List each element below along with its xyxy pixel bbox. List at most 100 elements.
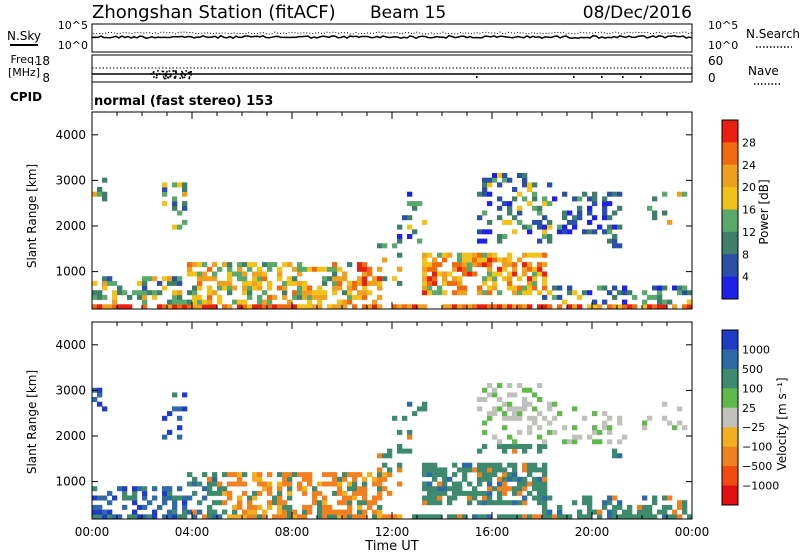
echo-cell (512, 448, 518, 454)
echo-cell (257, 276, 263, 282)
echo-cell (647, 304, 653, 310)
echo-cell (587, 210, 593, 216)
echo-cell (462, 290, 468, 296)
echo-cell (177, 304, 183, 310)
echo-cell (447, 271, 453, 277)
echo-cell (232, 271, 238, 277)
colorbar-frame (721, 329, 739, 506)
echo-cell (477, 262, 483, 268)
echo-cell (507, 476, 513, 482)
echo-cell (542, 444, 548, 449)
echo-cell (507, 434, 513, 440)
echo-cell (112, 290, 118, 296)
echo-cell (567, 285, 573, 291)
echo-cell (582, 229, 588, 235)
echo-cell (502, 411, 508, 417)
echo-cell (452, 486, 458, 492)
echo-cell (372, 500, 378, 506)
echo-cell (482, 467, 488, 473)
echo-cell (487, 500, 493, 506)
echo-cell (247, 266, 253, 272)
echo-cell (572, 219, 578, 225)
echo-cell (422, 257, 428, 263)
echo-cell (282, 476, 288, 482)
echo-cell (312, 294, 318, 300)
echo-cell (462, 467, 468, 473)
echo-cell (482, 262, 488, 268)
echo-cell (142, 299, 148, 305)
echo-cell (587, 229, 593, 235)
echo-cell (502, 234, 508, 239)
echo-cell (682, 191, 688, 197)
echo-cell (677, 290, 683, 296)
echo-cell (532, 406, 538, 412)
echo-cell (462, 262, 468, 268)
echo-cell (622, 434, 628, 440)
echo-cell (617, 514, 623, 520)
echo-cell (442, 490, 448, 496)
echo-cell (587, 196, 593, 202)
colorbar-tick: 25 (742, 402, 756, 415)
echo-cell (517, 444, 523, 449)
echo-cell (227, 490, 233, 496)
echo-cell (542, 271, 548, 277)
echo-cell (452, 514, 458, 520)
echo-cell (487, 415, 493, 421)
echo-cell (357, 504, 363, 510)
echo-cell (612, 285, 618, 291)
echo-cell (527, 290, 533, 296)
echo-cell (157, 280, 163, 286)
echo-cell (542, 276, 548, 282)
echo-cell (367, 500, 373, 506)
echo-cell (597, 514, 603, 520)
echo-cell (397, 224, 403, 230)
echo-cell (637, 509, 643, 515)
mhz-label: [MHz] (8, 66, 40, 79)
echo-cell (647, 294, 653, 300)
echo-cell (512, 215, 518, 221)
echo-cell (397, 429, 403, 435)
echo-cell (267, 490, 273, 496)
echo-cell (262, 514, 268, 520)
echo-cell (512, 229, 518, 235)
echo-cell (677, 514, 683, 520)
echo-cell (622, 304, 628, 310)
echo-cell (222, 472, 228, 478)
echo-cell (342, 276, 348, 282)
echo-cell (507, 201, 513, 207)
echo-cell (592, 196, 598, 202)
echo-cell (652, 304, 658, 310)
echo-cell (532, 420, 538, 426)
freq-dot (153, 76, 155, 78)
echo-cell (487, 262, 493, 268)
echo-cell (502, 262, 508, 268)
colorbar-swatch (722, 349, 738, 370)
echo-cell (517, 481, 523, 487)
echo-cell (537, 219, 543, 225)
echo-cell (322, 472, 328, 478)
echo-cell (537, 252, 543, 258)
echo-cell (312, 266, 318, 272)
echo-cell (667, 299, 673, 305)
echo-cell (347, 290, 353, 296)
echo-cell (457, 266, 463, 272)
echo-cell (337, 285, 343, 291)
echo-cell (162, 495, 168, 501)
echo-cell (197, 280, 203, 286)
echo-cell (172, 182, 178, 188)
echo-cell (437, 467, 443, 473)
echo-cell (277, 285, 283, 291)
echo-cell (357, 514, 363, 520)
echo-cell (482, 304, 488, 310)
echo-cell (627, 290, 633, 296)
echo-cell (202, 495, 208, 501)
echo-cell (252, 304, 258, 310)
echo-cell (237, 304, 243, 310)
echo-cell (282, 285, 288, 291)
echo-cell (607, 415, 613, 421)
echo-cell (517, 173, 523, 178)
velocity-heatmap (92, 383, 693, 520)
echo-cell (192, 304, 198, 310)
echo-cell (652, 215, 658, 221)
freq-dot (157, 70, 159, 72)
